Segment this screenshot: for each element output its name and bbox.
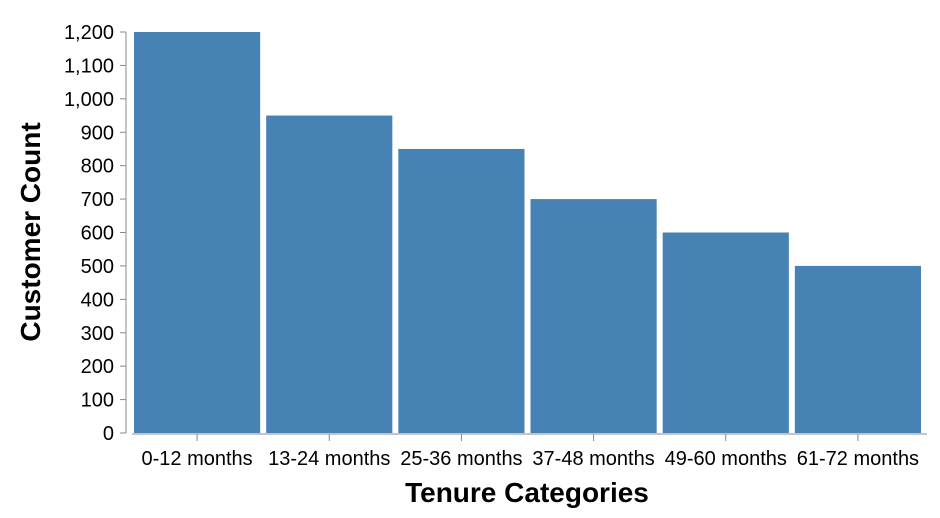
bar-4: [530, 199, 657, 433]
y-tick-label: 1,100: [64, 55, 114, 77]
x-tick-label: 49-60 months: [665, 448, 787, 470]
x-tick-label: 61-72 months: [797, 448, 919, 470]
bar-6: [794, 265, 921, 433]
x-tick-label: 37-48 months: [532, 448, 654, 470]
y-tick-label: 1,000: [64, 89, 114, 111]
y-tick-label: 200: [81, 356, 114, 378]
x-axis: 0-12 months 13-24 months 25-36 months 37-48…: [132, 433, 927, 470]
y-axis-title: Customer Count: [15, 122, 46, 341]
x-axis-title: Tenure Categories: [405, 477, 649, 508]
y-tick-label: 1,200: [64, 22, 114, 44]
y-tick-label: 0: [103, 423, 114, 445]
y-tick-label: 500: [81, 256, 114, 278]
y-tick-label: 300: [81, 323, 114, 345]
y-tick-label: 600: [81, 223, 114, 245]
y-tick-label: 400: [81, 289, 114, 311]
bar-2: [266, 115, 393, 433]
x-tick-label: 25-36 months: [400, 448, 522, 470]
x-tick-label: 0-12 months: [141, 448, 252, 470]
y-tick-label: 100: [81, 390, 114, 412]
bar-1: [134, 32, 261, 433]
bar-3: [398, 148, 525, 433]
y-tick-label: 700: [81, 189, 114, 211]
bar-5: [662, 232, 789, 433]
bars: [134, 32, 921, 433]
y-axis: 0 100 200 300 400 500 600 700 800 900 1,000 1,100 1,…: [64, 22, 127, 445]
x-tick-label: 13-24 months: [268, 448, 390, 470]
y-tick-label: 800: [81, 156, 114, 178]
y-tick-label: 900: [81, 122, 114, 144]
